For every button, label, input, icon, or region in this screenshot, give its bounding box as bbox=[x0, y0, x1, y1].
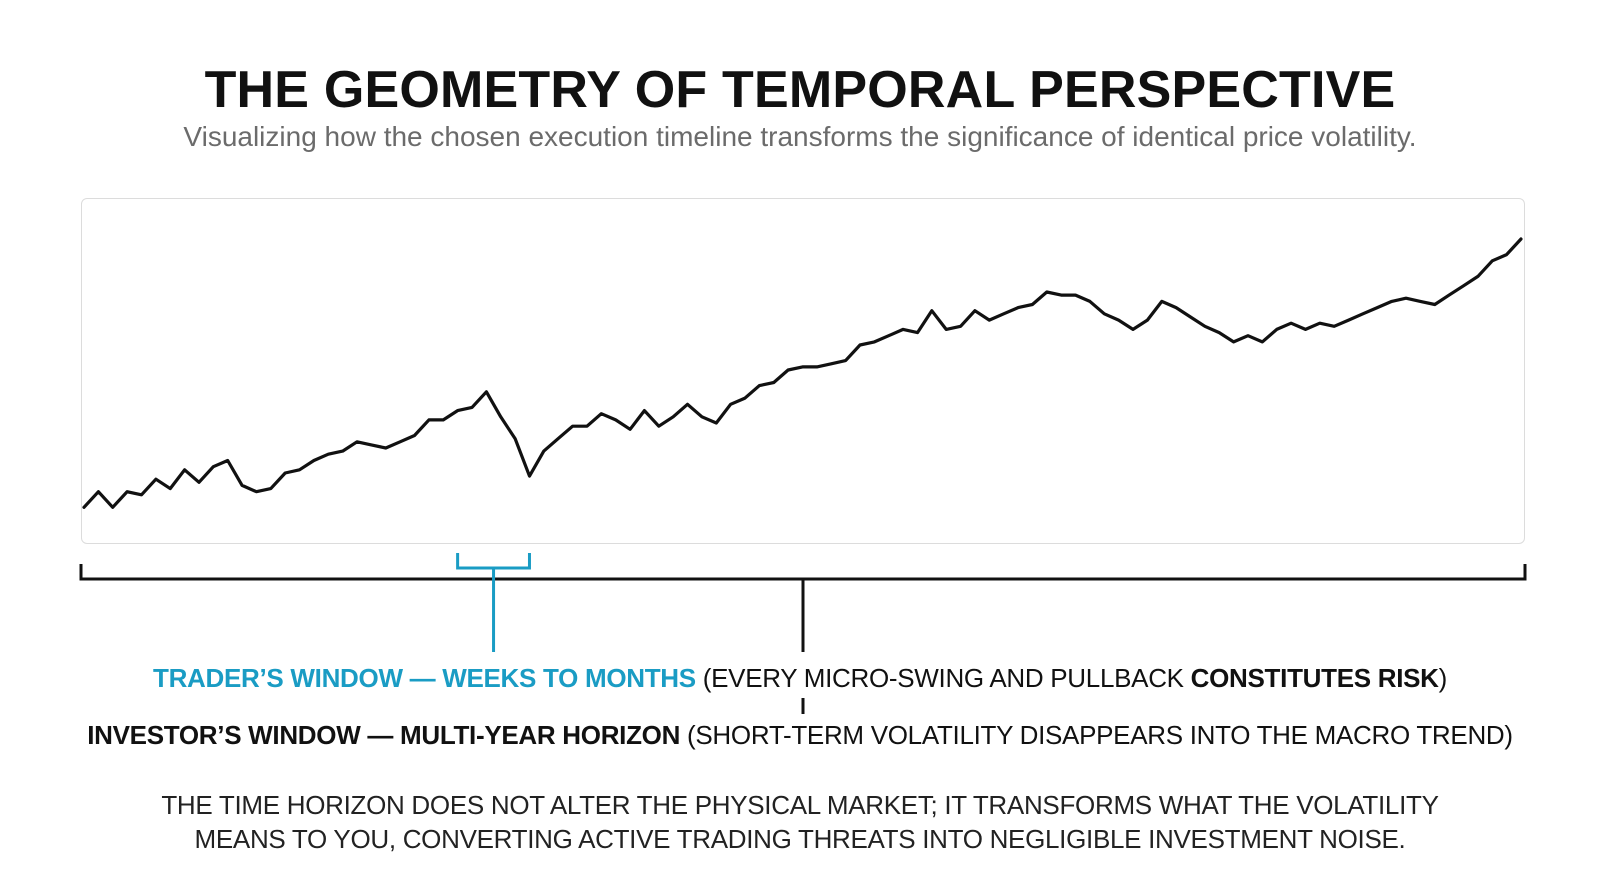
trader-window-title: TRADER’S WINDOW — WEEKS TO MONTHS bbox=[152, 663, 696, 693]
trader-window-note: (EVERY MICRO-SWING AND PULLBACK bbox=[695, 663, 1191, 693]
price-series-line bbox=[82, 237, 1523, 509]
investor-window-note: (SHORT-TERM VOLATILITY DISAPPEARS INTO T… bbox=[680, 720, 1513, 750]
investor-window-label: INVESTOR’S WINDOW — MULTI-YEAR HORIZON (… bbox=[0, 720, 1600, 751]
trader-window-bracket bbox=[456, 553, 531, 570]
investor-window-bracket bbox=[79, 564, 1527, 581]
trader-window-note-emphasis: CONSTITUTES RISK bbox=[1190, 663, 1439, 693]
trader-window-note-close: ) bbox=[1438, 663, 1448, 693]
footer-conclusion: THE TIME HORIZON DOES NOT ALTER THE PHYS… bbox=[150, 788, 1450, 856]
page-title: THE GEOMETRY OF TEMPORAL PERSPECTIVE bbox=[204, 61, 1396, 119]
time-window-brackets bbox=[79, 553, 1527, 714]
footer-line-2: MEANS TO YOU, CONVERTING ACTIVE TRADING … bbox=[194, 824, 1406, 854]
footer-line-1: THE TIME HORIZON DOES NOT ALTER THE PHYS… bbox=[161, 790, 1439, 820]
chart-panel bbox=[81, 198, 1525, 544]
trader-window-label: TRADER’S WINDOW — WEEKS TO MONTHS (EVERY… bbox=[0, 663, 1600, 694]
page-subtitle: Visualizing how the chosen execution tim… bbox=[183, 121, 1417, 152]
investor-window-title: INVESTOR’S WINDOW — MULTI-YEAR HORIZON bbox=[87, 720, 681, 750]
